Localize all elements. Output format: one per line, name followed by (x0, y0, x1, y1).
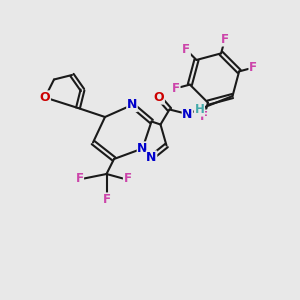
Text: H: H (195, 103, 204, 116)
Text: N: N (127, 98, 137, 112)
Text: F: F (221, 33, 229, 46)
Text: F: F (76, 172, 83, 185)
Text: O: O (40, 91, 50, 104)
Text: N: N (182, 107, 193, 121)
Text: O: O (154, 91, 164, 104)
Text: F: F (103, 193, 110, 206)
Text: N: N (137, 142, 148, 155)
Text: F: F (182, 43, 190, 56)
Text: F: F (200, 110, 208, 123)
Text: F: F (124, 172, 131, 185)
Text: F: F (249, 61, 257, 74)
Text: F: F (172, 82, 180, 95)
Text: N: N (146, 151, 157, 164)
